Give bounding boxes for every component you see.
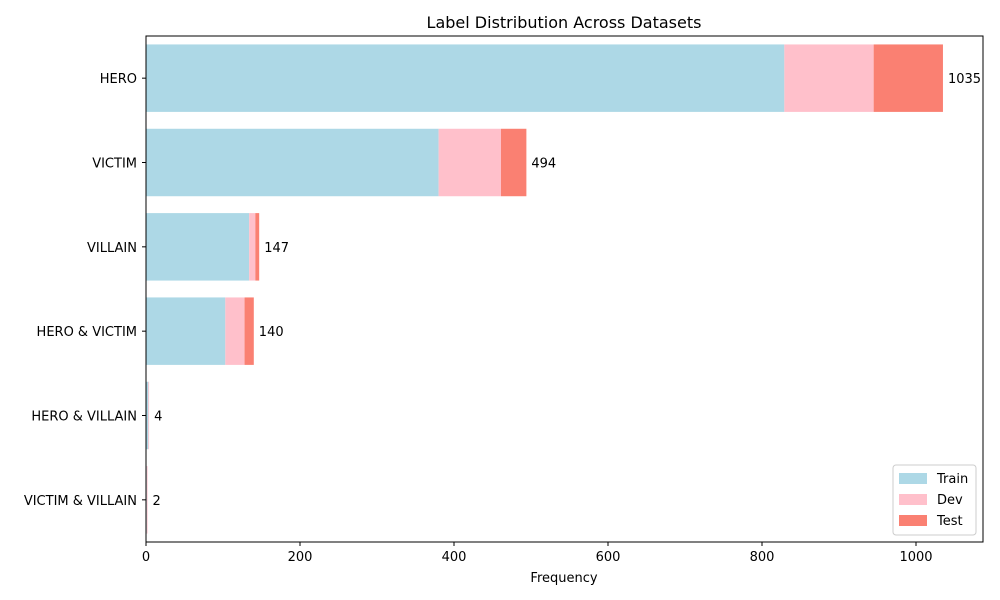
y-tick-label-hero: HERO <box>100 72 137 87</box>
x-tick-label-600: 600 <box>596 550 621 565</box>
bar-victim-test <box>500 128 527 197</box>
bar-victim-train <box>146 128 439 197</box>
y-tick-label-hero-villain: HERO & VILLAIN <box>31 410 137 425</box>
bar-villain-dev <box>249 213 256 281</box>
bar-hero-villain-train <box>146 381 149 450</box>
x-tick-label-0: 0 <box>142 550 150 565</box>
legend-swatch-dev <box>899 494 927 505</box>
bar-hero-victim-test <box>244 297 254 365</box>
bar-victim-villain-dev <box>146 466 148 534</box>
chart-title: Label Distribution Across Datasets <box>427 13 702 32</box>
bar-hero-victim-train <box>146 297 226 365</box>
y-tick-label-victim-villain: VICTIM & VILLAIN <box>24 494 137 509</box>
x-tick-label-800: 800 <box>750 550 775 565</box>
total-label-hero: 1035 <box>948 72 981 87</box>
y-tick-label-hero-victim: HERO & VICTIM <box>37 325 137 340</box>
bar-victim-dev <box>438 128 501 197</box>
plot-frame <box>145 35 984 543</box>
bar-hero-test <box>873 44 943 112</box>
bar-hero-victim-dev <box>225 297 245 365</box>
x-tick-label-1000: 1000 <box>899 550 932 565</box>
legend-label-test: Test <box>936 514 963 529</box>
y-axis-ticks: HERO VICTIM VILLAIN HERO & VICTIM HERO & VIL… <box>24 72 146 509</box>
bar-villain-train <box>146 213 250 281</box>
y-tick-label-villain: VILLAIN <box>87 241 137 256</box>
bar-villain-test <box>255 213 260 281</box>
bars-group <box>146 44 943 534</box>
total-label-villain: 147 <box>264 241 289 256</box>
value-labels-group: 1035 494 147 140 4 2 <box>153 72 982 509</box>
x-axis-label: Frequency <box>530 571 597 586</box>
total-label-hero-villain: 4 <box>154 410 162 425</box>
total-label-hero-victim: 140 <box>259 325 284 340</box>
bar-hero-dev <box>784 44 874 112</box>
bar-hero-villain-dev <box>148 381 150 450</box>
x-axis-ticks: 0 200 400 600 800 1000 <box>142 542 933 565</box>
legend-swatch-train <box>899 473 927 484</box>
total-label-victim-villain: 2 <box>153 494 161 509</box>
x-tick-label-400: 400 <box>442 550 467 565</box>
legend-swatch-test <box>899 515 927 526</box>
x-tick-label-200: 200 <box>288 550 313 565</box>
bar-hero-train <box>146 44 785 112</box>
total-label-victim: 494 <box>531 157 556 172</box>
legend-label-dev: Dev <box>937 493 963 508</box>
legend-label-train: Train <box>936 472 968 487</box>
legend: Train Dev Test <box>892 464 977 536</box>
y-tick-label-victim: VICTIM <box>92 157 137 172</box>
